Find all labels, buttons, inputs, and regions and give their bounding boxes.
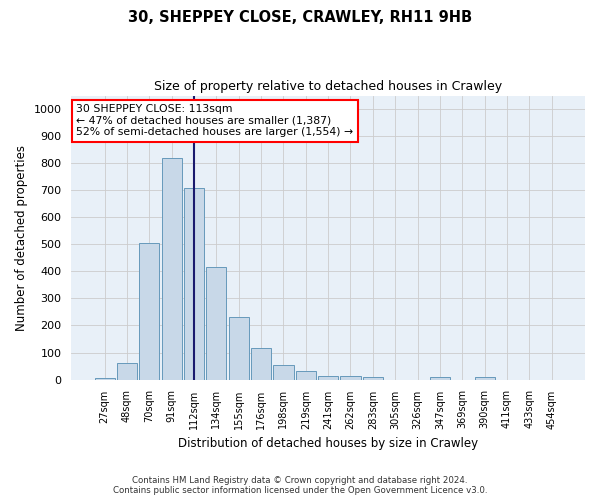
Bar <box>475 378 494 380</box>
Bar <box>274 364 293 380</box>
Bar <box>184 188 204 380</box>
Bar <box>95 378 115 380</box>
Bar <box>363 378 383 380</box>
Bar <box>229 318 249 380</box>
Bar <box>430 378 450 380</box>
Text: Contains HM Land Registry data © Crown copyright and database right 2024.
Contai: Contains HM Land Registry data © Crown c… <box>113 476 487 495</box>
Bar <box>139 243 160 380</box>
Bar <box>206 267 226 380</box>
Y-axis label: Number of detached properties: Number of detached properties <box>15 144 28 330</box>
Bar <box>318 376 338 380</box>
Bar <box>296 371 316 380</box>
Bar <box>161 158 182 380</box>
Title: Size of property relative to detached houses in Crawley: Size of property relative to detached ho… <box>154 80 502 93</box>
Text: 30 SHEPPEY CLOSE: 113sqm
← 47% of detached houses are smaller (1,387)
52% of sem: 30 SHEPPEY CLOSE: 113sqm ← 47% of detach… <box>76 104 353 138</box>
X-axis label: Distribution of detached houses by size in Crawley: Distribution of detached houses by size … <box>178 437 478 450</box>
Bar <box>340 376 361 380</box>
Text: 30, SHEPPEY CLOSE, CRAWLEY, RH11 9HB: 30, SHEPPEY CLOSE, CRAWLEY, RH11 9HB <box>128 10 472 25</box>
Bar <box>251 348 271 380</box>
Bar <box>117 364 137 380</box>
